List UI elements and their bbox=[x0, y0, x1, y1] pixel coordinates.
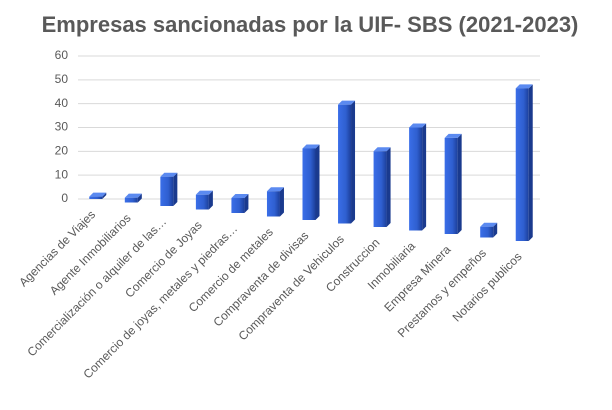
bar-group bbox=[515, 84, 533, 241]
bar-top bbox=[195, 190, 213, 195]
bar-top bbox=[515, 84, 533, 89]
bar bbox=[231, 198, 245, 213]
bar-group bbox=[480, 222, 498, 238]
bar bbox=[373, 151, 387, 227]
bar-top bbox=[338, 100, 356, 105]
bar-side bbox=[208, 190, 213, 210]
bar-side bbox=[279, 187, 284, 217]
bar-top bbox=[409, 123, 427, 128]
bar bbox=[444, 137, 458, 234]
bar-top bbox=[480, 222, 498, 227]
bar-group bbox=[373, 147, 391, 227]
bar-group bbox=[160, 172, 178, 206]
bar-side bbox=[315, 144, 320, 220]
bar bbox=[195, 194, 209, 210]
y-tick-label: 40 bbox=[55, 96, 69, 110]
y-tick-label: 10 bbox=[55, 167, 69, 181]
bar-group bbox=[338, 100, 356, 224]
bar-group bbox=[302, 144, 320, 220]
bar-top bbox=[302, 144, 320, 149]
bar-side bbox=[422, 123, 427, 231]
bar-group bbox=[89, 192, 107, 199]
bar-top bbox=[89, 192, 107, 197]
x-tick-label: Comercialización o alquiler de las… bbox=[24, 214, 169, 359]
y-tick-label: 60 bbox=[55, 48, 69, 62]
bar bbox=[89, 196, 103, 199]
bar-group bbox=[444, 133, 462, 234]
bar-group bbox=[124, 193, 142, 203]
bar-side bbox=[457, 133, 462, 234]
bar-top bbox=[124, 193, 142, 198]
chart-title: Empresas sancionadas por la UIF- SBS (20… bbox=[42, 12, 579, 37]
bar-top bbox=[231, 194, 249, 199]
y-tick-label: 50 bbox=[55, 72, 69, 86]
bar bbox=[124, 197, 138, 203]
bar bbox=[160, 176, 174, 206]
bar-group bbox=[231, 194, 249, 213]
bar-side bbox=[351, 100, 356, 224]
bar bbox=[338, 104, 352, 224]
bar-top bbox=[160, 172, 178, 177]
bar-side bbox=[386, 147, 391, 227]
bar-side bbox=[173, 172, 178, 206]
y-tick-label: 0 bbox=[61, 191, 68, 205]
bar-group bbox=[266, 187, 284, 217]
bar bbox=[302, 148, 316, 220]
bar bbox=[409, 127, 423, 231]
bar-side bbox=[137, 193, 142, 203]
y-tick-label: 20 bbox=[55, 144, 69, 158]
bar-side bbox=[102, 192, 107, 199]
y-tick-label: 30 bbox=[55, 120, 69, 134]
bar bbox=[266, 191, 280, 217]
bar bbox=[480, 226, 494, 238]
bar-top bbox=[266, 187, 284, 192]
bar-top bbox=[373, 147, 391, 152]
bar-top bbox=[444, 133, 462, 138]
bar-side bbox=[528, 84, 533, 241]
bar bbox=[515, 88, 529, 241]
bar-group bbox=[409, 123, 427, 231]
x-tick-label: Empresa Minera bbox=[381, 242, 453, 314]
bar-side bbox=[244, 194, 249, 213]
bar-group bbox=[195, 190, 213, 210]
bar-side bbox=[493, 222, 498, 238]
x-tick-label: Notarios publicos bbox=[450, 249, 525, 324]
